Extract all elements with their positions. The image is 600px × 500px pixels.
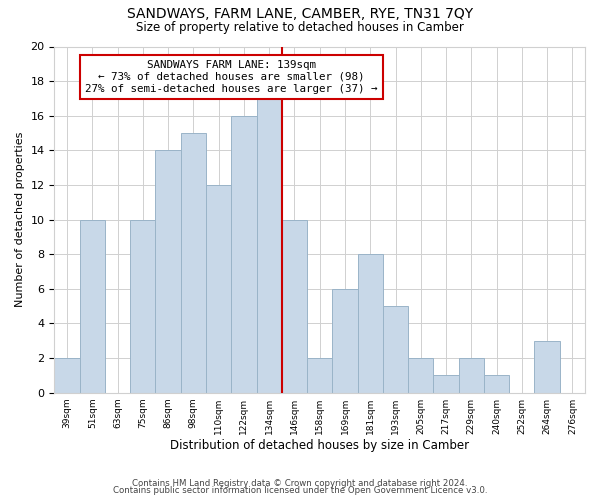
Bar (383, 306, 408, 392)
Text: Contains HM Land Registry data © Crown copyright and database right 2024.: Contains HM Land Registry data © Crown c… (132, 478, 468, 488)
Bar (307, 358, 332, 392)
Bar (181, 133, 206, 392)
Bar (282, 220, 307, 392)
Bar (257, 98, 282, 393)
Bar (458, 358, 484, 392)
Text: SANDWAYS FARM LANE: 139sqm
← 73% of detached houses are smaller (98)
27% of semi: SANDWAYS FARM LANE: 139sqm ← 73% of deta… (85, 60, 377, 94)
Bar (332, 289, 358, 393)
Bar (408, 358, 433, 392)
Text: Size of property relative to detached houses in Camber: Size of property relative to detached ho… (136, 21, 464, 34)
Bar (484, 376, 509, 392)
Text: SANDWAYS, FARM LANE, CAMBER, RYE, TN31 7QY: SANDWAYS, FARM LANE, CAMBER, RYE, TN31 7… (127, 8, 473, 22)
Bar (155, 150, 181, 392)
Bar (55, 358, 80, 392)
Bar (130, 220, 155, 392)
Y-axis label: Number of detached properties: Number of detached properties (15, 132, 25, 308)
Bar (535, 341, 560, 392)
Text: Contains public sector information licensed under the Open Government Licence v3: Contains public sector information licen… (113, 486, 487, 495)
Bar (433, 376, 458, 392)
Bar (358, 254, 383, 392)
Bar (80, 220, 105, 392)
Bar (206, 185, 231, 392)
Bar (231, 116, 257, 392)
X-axis label: Distribution of detached houses by size in Camber: Distribution of detached houses by size … (170, 440, 469, 452)
